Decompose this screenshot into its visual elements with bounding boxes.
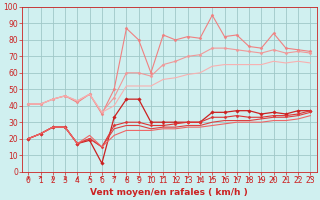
X-axis label: Vent moyen/en rafales ( km/h ): Vent moyen/en rafales ( km/h ) [91, 188, 248, 197]
